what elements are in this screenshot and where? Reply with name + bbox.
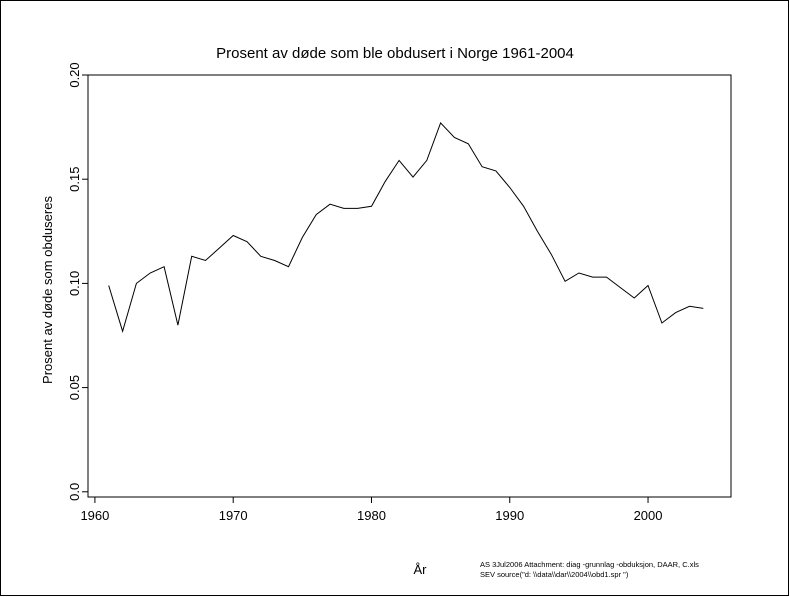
footnote-line-1: AS 3Jul2006 Attachment: diag -grunnlag -… bbox=[480, 560, 699, 569]
y-tick-label: 0.15 bbox=[67, 167, 82, 192]
x-tick-label: 1970 bbox=[219, 508, 248, 523]
footnote-line-2: SEV source("d: \\data\\dar\\2004\\obd1.s… bbox=[480, 570, 629, 579]
series-line bbox=[108, 121, 704, 334]
y-tick-label: 0.05 bbox=[67, 375, 82, 400]
plot-border bbox=[87, 74, 732, 498]
x-tick-label: 2000 bbox=[634, 508, 663, 523]
y-tick-label: 0.20 bbox=[67, 62, 82, 87]
x-tick-label: 1990 bbox=[495, 508, 524, 523]
y-tick-label: 0.0 bbox=[67, 483, 82, 501]
chart-title: Prosent av døde som ble obdusert i Norge… bbox=[216, 45, 574, 62]
plot-area: 1960 1970 1980 1990 2000 0.0 0.05 0.10 0.15 0.20 bbox=[67, 62, 732, 523]
y-tick-label: 0.10 bbox=[67, 271, 82, 296]
y-axis-label: Prosent av døde som obduseres bbox=[40, 196, 55, 384]
x-axis-label: År bbox=[414, 562, 428, 577]
x-tick-label: 1980 bbox=[357, 508, 386, 523]
x-tick-label: 1960 bbox=[80, 508, 109, 523]
